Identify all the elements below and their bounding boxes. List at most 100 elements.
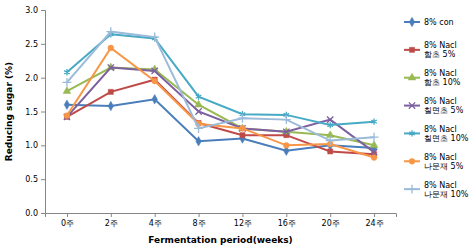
legend-entry: 8% Nacl칠면초 5% (404, 97, 464, 115)
point (150, 33, 159, 42)
y-tick-mark (41, 10, 45, 11)
y-tick: 0.0 (25, 209, 45, 218)
legend-label: 8% Nacl함초 10% (424, 69, 461, 87)
x-axis: 0주 2주 4주 8주 12주 16주 20주 24주 (46, 213, 397, 228)
series (64, 95, 377, 156)
point (108, 89, 113, 94)
point (195, 108, 201, 114)
y-axis: 0.0 0.5 1.0 1.5 2.0 2.5 3.0 (25, 6, 45, 218)
chart: 0.0 0.5 1.0 1.5 2.0 2.5 3.0 0주 2주 4주 8주 12주 16주 20주 24… (0, 0, 476, 249)
x-tick-label: 16주 (278, 219, 296, 228)
point (196, 93, 202, 99)
x-tick: 2주 (105, 213, 118, 228)
y-tick-label: 1.0 (25, 141, 38, 150)
point (239, 125, 245, 131)
x-tick: 24주 (365, 213, 383, 228)
point (194, 124, 203, 133)
series (64, 31, 377, 128)
series-layer (62, 27, 378, 160)
legend-marker (409, 17, 414, 26)
point (152, 95, 157, 104)
point (283, 142, 289, 148)
legend-entry: 8% Nacl나문재 5% (404, 153, 464, 171)
x-tick-label: 12주 (234, 219, 252, 228)
legend: 8% con 8% Nacl함초 5% 8% Nacl함초 10% 8% Nacl칠면… (404, 17, 469, 198)
y-tick: 2.5 (25, 40, 45, 49)
legend-marker (408, 185, 417, 194)
point (283, 129, 289, 135)
point (238, 114, 247, 123)
point (106, 27, 115, 36)
point (63, 87, 71, 94)
y-tick-label: 3.0 (25, 6, 38, 15)
point (371, 155, 377, 161)
y-tick: 3.0 (25, 6, 45, 15)
x-tick-mark (286, 213, 287, 217)
x-tick-label: 24주 (365, 219, 383, 228)
y-tick-mark (41, 179, 45, 180)
y-tick: 1.5 (25, 108, 45, 117)
y-tick-label: 0.5 (25, 175, 38, 184)
x-tick-mark (242, 213, 243, 217)
y-tick: 2.0 (25, 74, 45, 83)
y-tick: 1.0 (25, 141, 45, 150)
x-tick: 16주 (278, 213, 296, 228)
series-line (67, 48, 374, 158)
legend-marker (409, 102, 415, 108)
legend-entry: 8% Nacl칠면초 10% (404, 125, 469, 143)
y-tick-label: 2.0 (25, 74, 38, 83)
point (64, 100, 69, 109)
y-tick-label: 2.5 (25, 40, 38, 49)
x-tick: 12주 (234, 213, 252, 228)
legend-entry: 8% Nacl나문재 10% (404, 181, 469, 199)
point (240, 126, 246, 132)
series-line (67, 34, 374, 125)
point (326, 136, 335, 145)
legend-marker (409, 158, 415, 164)
point (62, 78, 71, 87)
point (327, 116, 333, 122)
y-axis-title: Reducing sugar (%) (4, 62, 14, 161)
point (108, 64, 114, 70)
legend-marker (408, 73, 416, 80)
x-axis-line (46, 214, 397, 218)
legend-marker (409, 130, 415, 136)
y-tick-mark (41, 112, 45, 113)
x-tick-label: 4주 (149, 219, 162, 228)
legend-label: 8% Nacl함초 5% (424, 41, 457, 59)
x-tick-mark (199, 213, 200, 217)
series-line (67, 32, 374, 141)
x-tick: 0주 (61, 213, 74, 228)
series (64, 64, 377, 155)
y-tick-label: 0.0 (25, 209, 38, 218)
legend-entry: 8% Nacl함초 5% (404, 41, 457, 59)
x-tick-label: 8주 (193, 219, 206, 228)
x-tick-mark (330, 213, 331, 217)
y-tick: 0.5 (25, 175, 45, 184)
series (64, 45, 377, 160)
x-tick-mark (111, 213, 112, 217)
point (328, 149, 333, 154)
legend-label: 8% con (424, 18, 454, 27)
point (370, 133, 379, 142)
y-tick-label: 1.5 (25, 108, 38, 117)
legend-label: 8% Nacl나문재 10% (424, 181, 469, 199)
point (152, 68, 158, 74)
point (152, 78, 158, 84)
y-tick-mark (41, 78, 45, 79)
x-tick: 20주 (322, 213, 340, 228)
point (108, 101, 113, 110)
point (239, 124, 247, 131)
legend-marker (409, 47, 414, 52)
series (62, 27, 378, 145)
x-tick-mark (155, 213, 156, 217)
x-tick-mark (67, 213, 68, 217)
x-tick: 8주 (193, 213, 206, 228)
point (371, 118, 377, 124)
plot: 0.0 0.5 1.0 1.5 2.0 2.5 3.0 0주 2주 4주 8주 12주 16주 20주 24… (25, 6, 396, 228)
x-tick: 4주 (149, 213, 162, 228)
legend-label: 8% Nacl칠면초 10% (424, 125, 469, 143)
x-tick-mark (374, 213, 375, 217)
x-axis-title: Fermentation period(weeks) (148, 235, 293, 245)
point (282, 115, 291, 124)
